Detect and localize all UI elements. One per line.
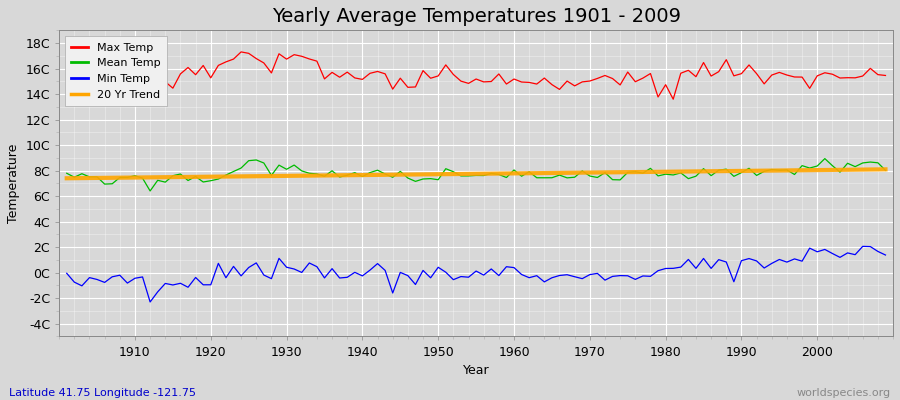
- Title: Yearly Average Temperatures 1901 - 2009: Yearly Average Temperatures 1901 - 2009: [272, 7, 680, 26]
- Y-axis label: Temperature: Temperature: [7, 144, 20, 223]
- Text: Latitude 41.75 Longitude -121.75: Latitude 41.75 Longitude -121.75: [9, 388, 196, 398]
- Legend: Max Temp, Mean Temp, Min Temp, 20 Yr Trend: Max Temp, Mean Temp, Min Temp, 20 Yr Tre…: [65, 36, 167, 106]
- Text: worldspecies.org: worldspecies.org: [796, 388, 891, 398]
- X-axis label: Year: Year: [463, 364, 490, 377]
